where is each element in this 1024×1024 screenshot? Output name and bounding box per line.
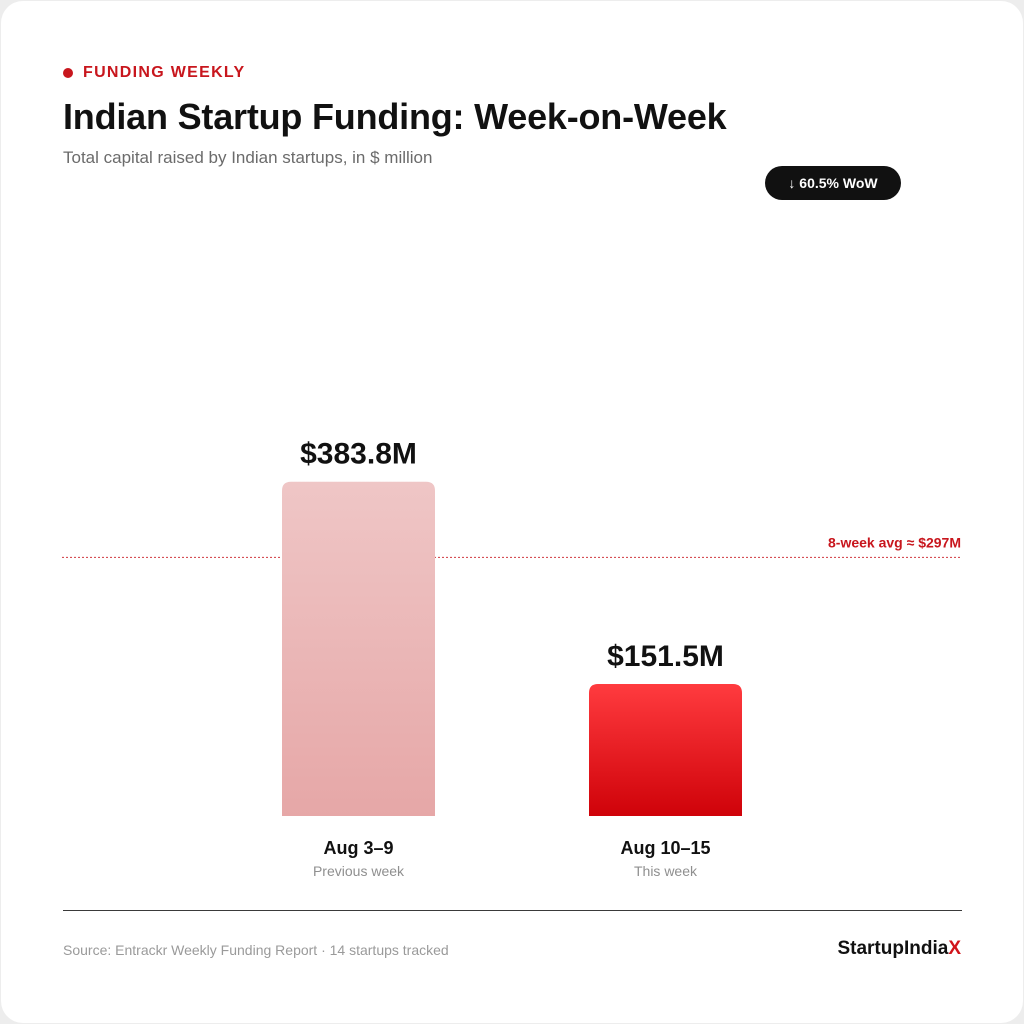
reference-line-label: 8-week avg ≈ $297M (828, 534, 961, 550)
red-dot-icon (63, 68, 73, 78)
bar-this-week (589, 684, 742, 816)
category-sublabel: Previous week (313, 863, 405, 879)
bar-value-label: $151.5M (607, 640, 724, 673)
footer-divider (63, 910, 962, 911)
brand-logo: StartupIndiaX (837, 938, 961, 960)
category-sublabel: This week (634, 863, 698, 879)
source-note: Source: Entrackr Weekly Funding Report ·… (63, 942, 449, 958)
eyebrow: FUNDING WEEKLY (63, 64, 246, 82)
wow-change-badge: ↓ 60.5% WoW (765, 166, 901, 200)
eyebrow-label: FUNDING WEEKLY (83, 64, 246, 81)
bar-value-label: $383.8M (300, 438, 417, 471)
chart-subtitle: Total capital raised by Indian startups,… (63, 148, 433, 167)
category-label: Aug 3–9 (323, 838, 393, 858)
category-label: Aug 10–15 (620, 838, 710, 858)
brand-accent: X (948, 938, 961, 959)
chart-title: Indian Startup Funding: Week-on-Week (63, 96, 727, 137)
bar-previous-week (282, 481, 435, 816)
brand-name: StartupIndia (837, 938, 949, 959)
